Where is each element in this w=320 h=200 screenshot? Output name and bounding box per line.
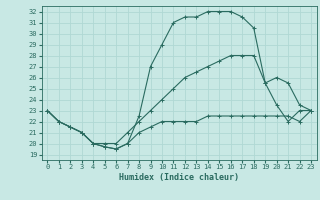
- X-axis label: Humidex (Indice chaleur): Humidex (Indice chaleur): [119, 173, 239, 182]
